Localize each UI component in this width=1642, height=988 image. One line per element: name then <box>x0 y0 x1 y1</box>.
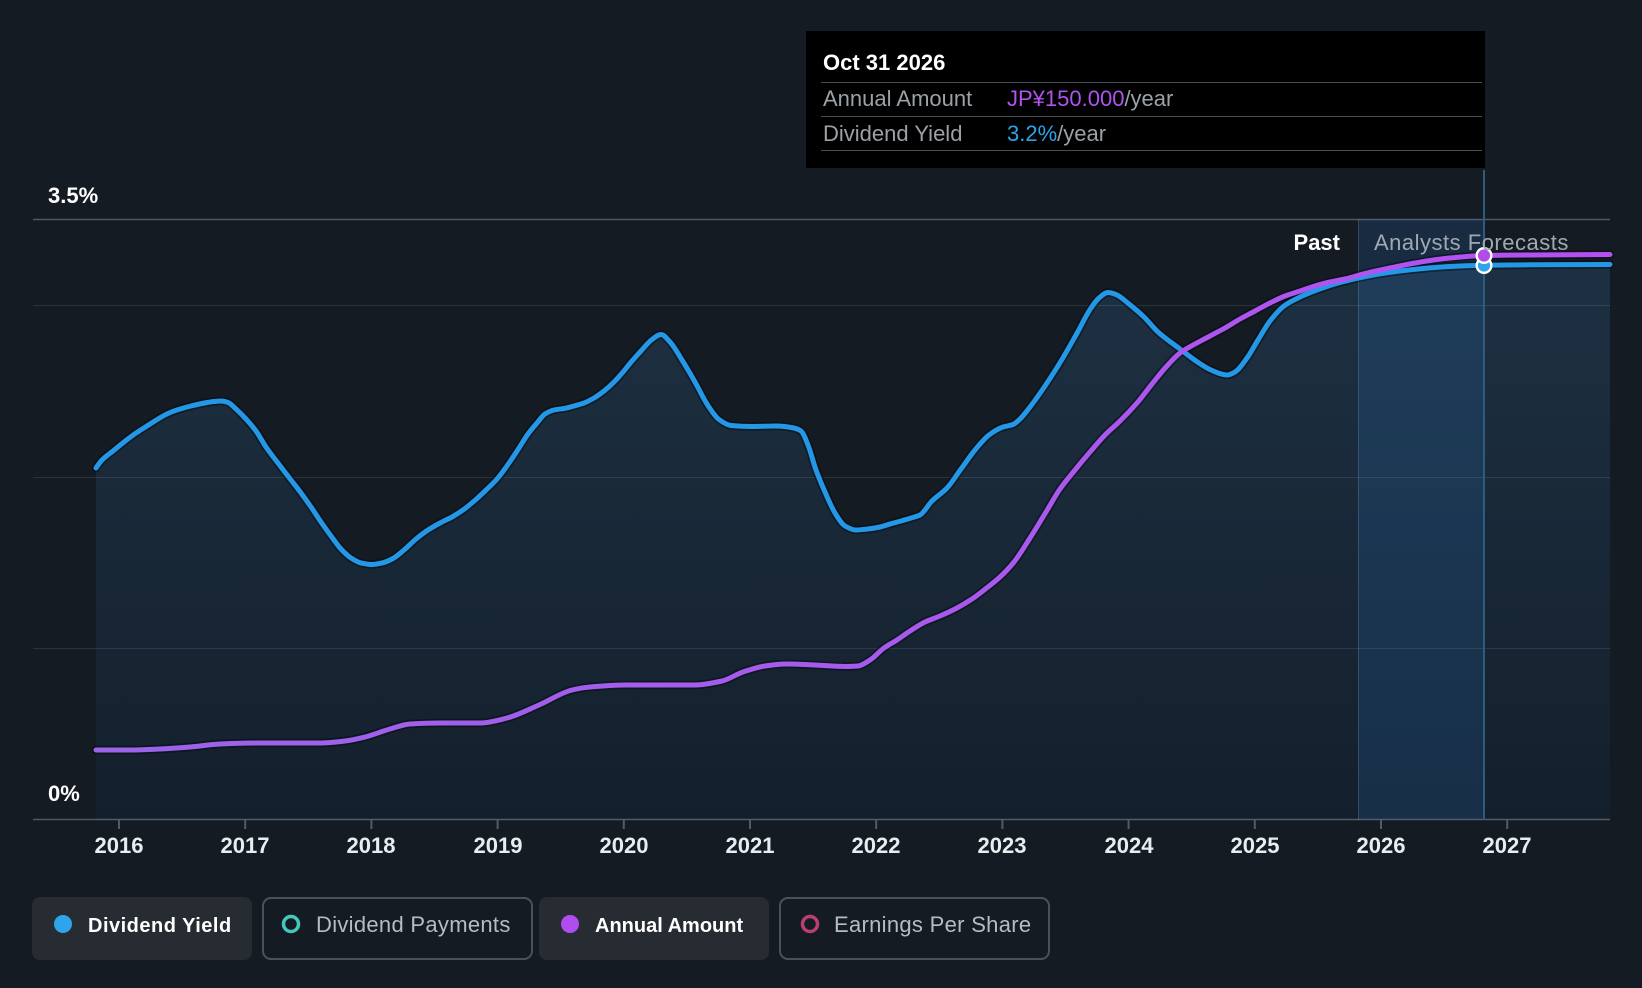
svg-text:2027: 2027 <box>1483 833 1532 858</box>
svg-text:Annual Amount: Annual Amount <box>823 86 972 111</box>
svg-text:2017: 2017 <box>221 833 270 858</box>
svg-text:2025: 2025 <box>1231 833 1280 858</box>
svg-text:Annual Amount: Annual Amount <box>595 915 743 937</box>
svg-text:JP¥150.000/year: JP¥150.000/year <box>1007 86 1173 111</box>
svg-text:Analysts Forecasts: Analysts Forecasts <box>1374 230 1569 255</box>
svg-text:3.5%: 3.5% <box>48 183 98 208</box>
svg-text:Dividend Yield: Dividend Yield <box>823 121 962 146</box>
svg-text:Dividend Payments: Dividend Payments <box>316 912 511 937</box>
svg-text:2023: 2023 <box>978 833 1027 858</box>
svg-text:2024: 2024 <box>1105 833 1155 858</box>
svg-text:2016: 2016 <box>95 833 144 858</box>
svg-text:2018: 2018 <box>347 833 396 858</box>
svg-text:Earnings Per Share: Earnings Per Share <box>834 912 1031 937</box>
svg-text:3.2%/year: 3.2%/year <box>1007 121 1106 146</box>
svg-text:0%: 0% <box>48 781 80 806</box>
svg-text:2020: 2020 <box>600 833 649 858</box>
svg-text:Oct 31 2026: Oct 31 2026 <box>823 50 945 75</box>
svg-text:2022: 2022 <box>852 833 901 858</box>
svg-text:2021: 2021 <box>726 833 775 858</box>
svg-text:Past: Past <box>1294 230 1341 255</box>
svg-text:Dividend Yield: Dividend Yield <box>88 915 232 937</box>
svg-text:2019: 2019 <box>474 833 523 858</box>
svg-text:2026: 2026 <box>1357 833 1406 858</box>
